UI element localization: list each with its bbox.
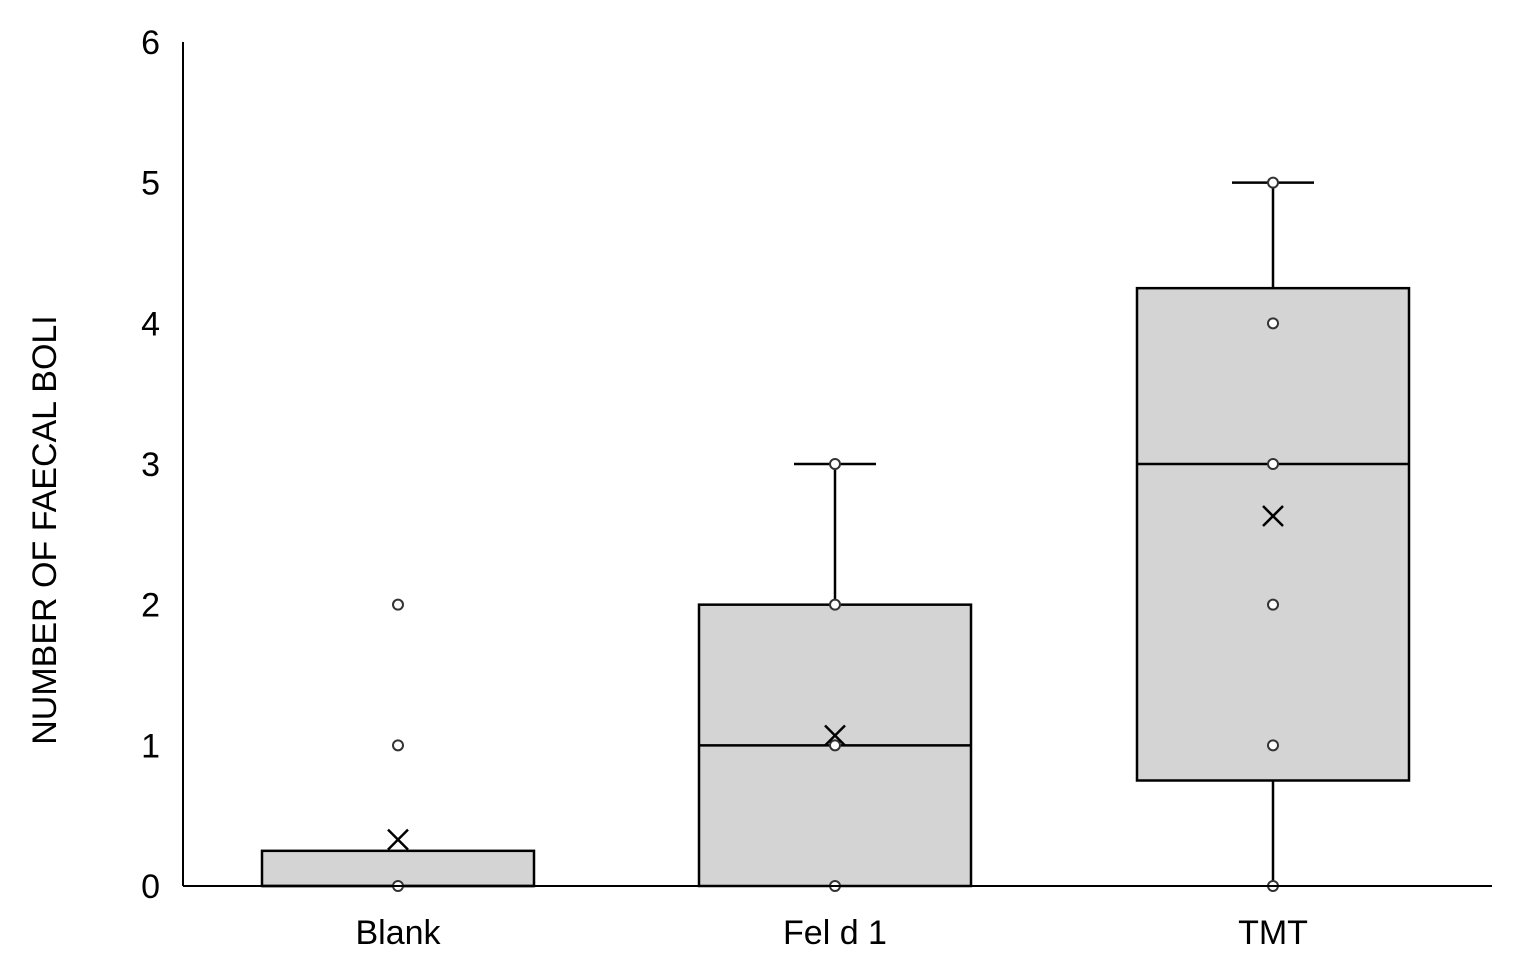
y-tick-label: 3 <box>141 446 160 484</box>
data-point <box>1267 739 1279 752</box>
y-tick-label: 6 <box>141 24 160 62</box>
y-tick-label: 4 <box>141 305 160 343</box>
box-series <box>260 176 1411 892</box>
box-group <box>1135 176 1411 892</box>
data-point <box>1267 458 1279 470</box>
x-axis-ticks: Blank Fel d 1 TMT <box>355 914 1307 952</box>
x-tick-label: TMT <box>1238 914 1308 952</box>
y-tick-label: 5 <box>141 165 160 203</box>
y-axis-label: NUMBER OF FAECAL BOLI <box>26 315 64 745</box>
data-point <box>829 458 841 470</box>
box-iqr <box>1135 286 1411 782</box>
data-point <box>392 598 404 611</box>
mean-marker <box>824 724 846 747</box>
y-tick-label: 2 <box>141 587 160 625</box>
data-point <box>1267 598 1279 611</box>
data-point <box>829 598 841 611</box>
data-point <box>1267 317 1279 330</box>
mean-marker <box>1262 505 1284 527</box>
y-tick-label: 0 <box>141 868 160 906</box>
mean-marker <box>387 828 409 851</box>
y-axis-ticks: 0 1 2 3 4 5 6 <box>141 24 160 906</box>
x-tick-label: Blank <box>355 914 441 952</box>
box-group <box>697 458 973 892</box>
data-point <box>829 739 841 752</box>
y-tick-label: 1 <box>141 727 160 765</box>
data-point <box>1267 176 1279 189</box>
x-tick-label: Fel d 1 <box>783 914 887 952</box>
data-point <box>392 739 404 752</box>
box-group <box>260 598 536 892</box>
